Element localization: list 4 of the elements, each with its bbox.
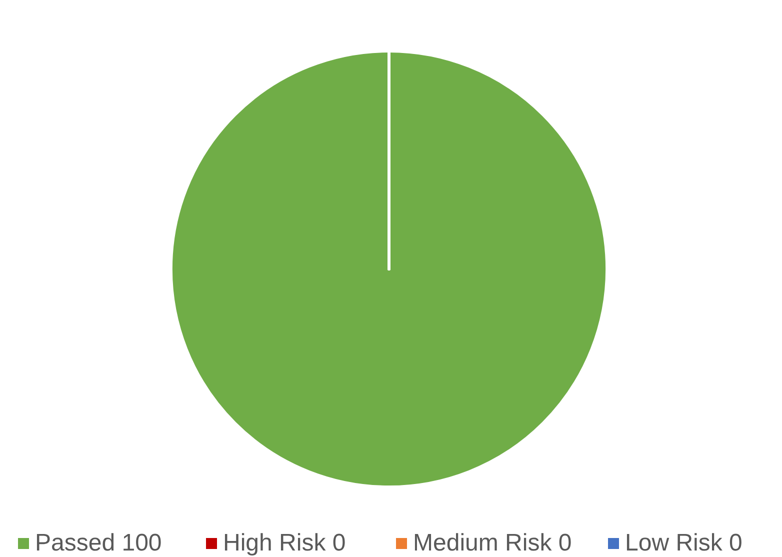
legend-label: High Risk 0 (223, 529, 346, 556)
legend-label: Low Risk 0 (625, 529, 742, 556)
legend-label: Medium Risk 0 (413, 529, 572, 556)
legend-label: Passed 100 (35, 529, 162, 556)
